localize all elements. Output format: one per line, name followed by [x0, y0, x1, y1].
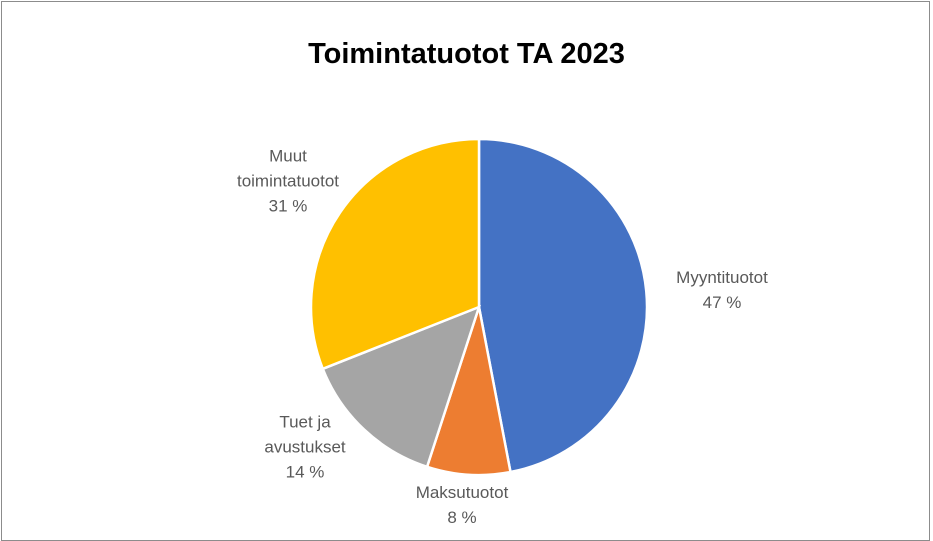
value-label: 14 %: [285, 462, 325, 482]
slice-label: Maksutuotot 8 %: [392, 480, 532, 530]
pie-slice: [309, 137, 481, 371]
category-label: Maksutuotot: [415, 483, 509, 502]
slice-label: Muut toimintatuotot 31 %: [223, 144, 353, 219]
value-label: 47 %: [702, 293, 742, 312]
category-label: Muut toimintatuotot: [236, 146, 340, 191]
slice-label: Myyntituotot 47 %: [642, 265, 802, 315]
value-label: 31 %: [268, 196, 308, 216]
chart-title: Toimintatuotot TA 2023: [308, 38, 625, 70]
pie-slice: [477, 137, 649, 474]
value-label: 8 %: [447, 508, 477, 527]
category-label: Tuet ja avustukset: [264, 412, 346, 457]
slice-label: Tuet ja avustukset 14 %: [255, 410, 355, 485]
pie-slice: [321, 304, 482, 469]
category-label: Myyntituotot: [676, 268, 768, 287]
